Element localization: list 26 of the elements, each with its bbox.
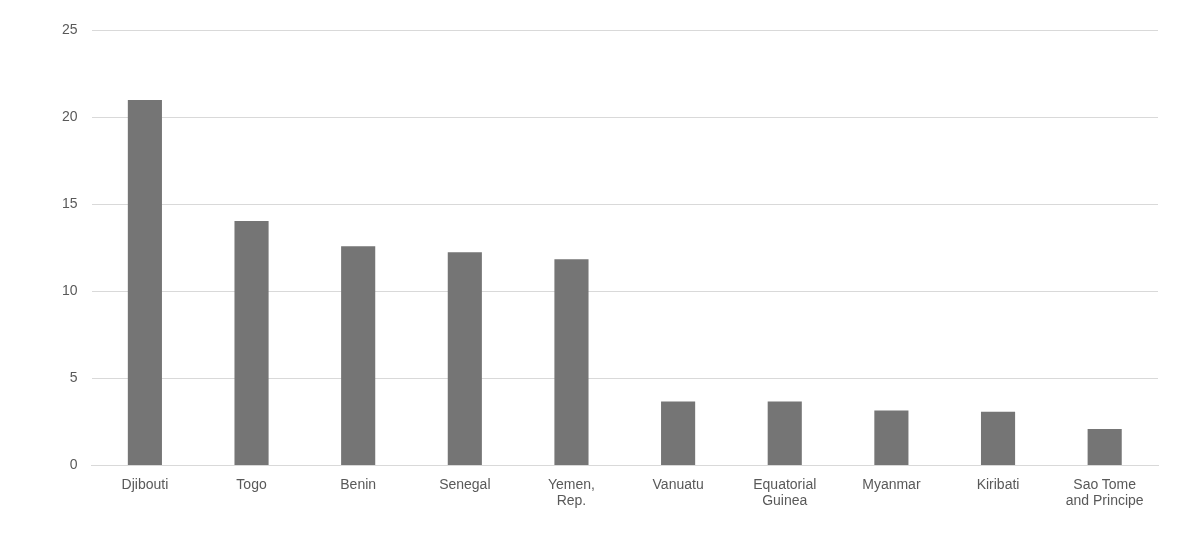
- x-tick-label: Benin: [340, 475, 377, 492]
- y-tick-label: 0: [69, 456, 78, 473]
- bar: [234, 220, 269, 465]
- bar: [767, 401, 802, 465]
- x-tick-label: Togo: [236, 475, 267, 492]
- x-tick-label: Yemen, Rep.: [547, 475, 595, 509]
- x-tick-label: Kiribati: [976, 475, 1020, 492]
- bar: [447, 252, 482, 465]
- y-tick-label: 25: [61, 21, 78, 38]
- bar: [341, 246, 376, 465]
- x-tick-label: Myanmar: [862, 475, 921, 492]
- y-tick-label: 20: [61, 108, 78, 125]
- bar: [1087, 429, 1122, 465]
- bar: [874, 410, 909, 465]
- y-tick-label: 15: [61, 195, 78, 212]
- x-tick-label: Vanuatu: [652, 475, 704, 492]
- bar: [661, 401, 696, 465]
- x-tick-label: Senegal: [439, 475, 491, 492]
- bar: [554, 259, 589, 465]
- x-tick-label: Djibouti: [121, 475, 169, 492]
- bar: [127, 100, 162, 465]
- y-tick-label: 10: [61, 282, 78, 299]
- bar: [980, 411, 1016, 465]
- x-tick-label: Sao Tome and Principe: [1065, 475, 1144, 509]
- y-tick-label: 5: [69, 369, 78, 386]
- x-tick-label: Equatorial Guinea: [753, 475, 817, 509]
